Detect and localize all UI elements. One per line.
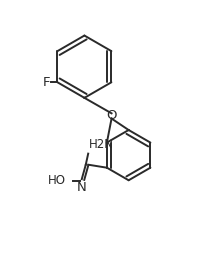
Text: F: F	[42, 76, 50, 89]
Text: H2N: H2N	[89, 138, 114, 151]
Text: HO: HO	[48, 174, 66, 187]
Text: N: N	[76, 181, 86, 194]
Text: O: O	[106, 109, 116, 122]
